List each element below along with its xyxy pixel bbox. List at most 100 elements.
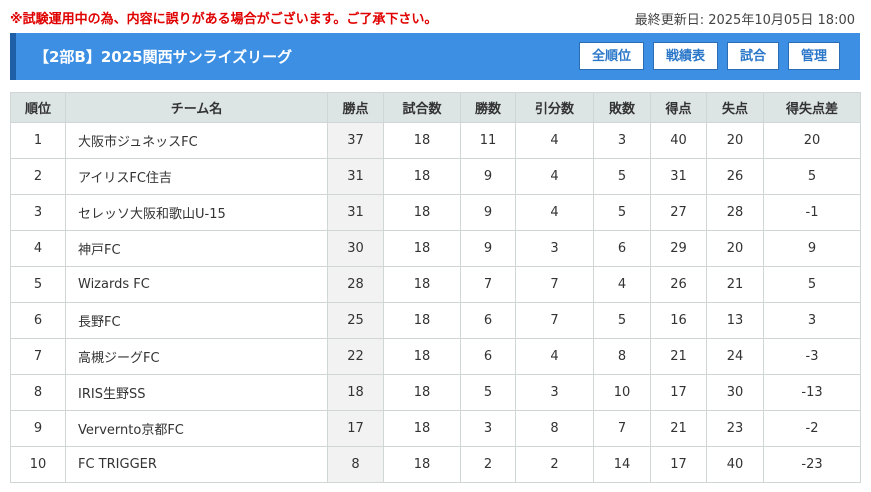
cell: 37 — [327, 122, 384, 159]
cell: 5 — [460, 374, 516, 411]
team-name: アイリスFC住吉 — [65, 158, 328, 195]
cell: 28 — [327, 266, 384, 303]
cell: 3 — [763, 302, 861, 339]
cell: 3 — [593, 122, 651, 159]
cell: 5 — [593, 302, 651, 339]
cell: 9 — [460, 230, 516, 267]
cell: 29 — [650, 230, 707, 267]
cell: 25 — [327, 302, 384, 339]
cell: 6 — [593, 230, 651, 267]
cell: 13 — [706, 302, 764, 339]
cell: 31 — [327, 194, 384, 231]
column-header: 勝数 — [460, 92, 516, 123]
cell: 9 — [460, 194, 516, 231]
cell: -23 — [763, 446, 861, 483]
table-row: 2 アイリスFC住吉 31 18 9 4 5 31 26 5 — [10, 158, 861, 195]
cell: 2 — [515, 446, 594, 483]
cell: 17 — [650, 374, 707, 411]
cell: 1 — [10, 122, 66, 159]
cell: 18 — [383, 338, 461, 375]
cell: 5 — [593, 194, 651, 231]
cell: 8 — [593, 338, 651, 375]
nav-button[interactable]: 戦績表 — [652, 42, 718, 70]
cell: 6 — [10, 302, 66, 339]
cell: 17 — [327, 410, 384, 447]
cell: 3 — [515, 230, 594, 267]
table-row: 4 神戸FC 30 18 9 3 6 29 20 9 — [10, 230, 861, 267]
cell: 9 — [763, 230, 861, 267]
cell: 21 — [706, 266, 764, 303]
column-header: 失点 — [706, 92, 764, 123]
cell: 21 — [650, 410, 707, 447]
team-name: IRIS生野SS — [65, 374, 328, 411]
button-group: 全順位 戦績表 試合 管理 — [578, 42, 840, 70]
cell: 18 — [383, 410, 461, 447]
team-name: 高槻ジーグFC — [65, 338, 328, 375]
cell: 10 — [10, 446, 66, 483]
table-row: 1 大阪市ジュネッスFC 37 18 11 4 3 40 20 20 — [10, 122, 861, 159]
cell: 20 — [706, 122, 764, 159]
cell: 4 — [10, 230, 66, 267]
nav-button[interactable]: 試合 — [726, 42, 779, 70]
cell: 2 — [10, 158, 66, 195]
cell: 4 — [593, 266, 651, 303]
cell: 7 — [10, 338, 66, 375]
cell: 7 — [515, 266, 594, 303]
updated: 最終更新日: 2025年10月05日 18:00 — [634, 13, 855, 28]
cell: 14 — [593, 446, 651, 483]
table-row: 8 IRIS生野SS 18 18 5 3 10 17 30 -13 — [10, 374, 861, 411]
column-header: 勝点 — [327, 92, 384, 123]
team-name: セレッソ大阪和歌山U-15 — [65, 194, 328, 231]
cell: 8 — [327, 446, 384, 483]
cell: 18 — [383, 230, 461, 267]
cell: 5 — [10, 266, 66, 303]
cell: 4 — [515, 194, 594, 231]
cell: 10 — [593, 374, 651, 411]
cell: 5 — [593, 158, 651, 195]
cell: 23 — [706, 410, 764, 447]
standings-table: 順位 チーム名 勝点 試合数 勝数 引分数 敗数 得点 失点 得失点差 1 大阪市ジュネッスFC 37… — [10, 92, 861, 483]
cell: -13 — [763, 374, 861, 411]
table-row: 5 Wizards FC 28 18 7 7 4 26 21 5 — [10, 266, 861, 303]
cell: 18 — [327, 374, 384, 411]
cell: 40 — [650, 122, 707, 159]
cell: 26 — [650, 266, 707, 303]
cell: 2 — [460, 446, 516, 483]
cell: 3 — [10, 194, 66, 231]
cell: 6 — [460, 302, 516, 339]
cell: 40 — [706, 446, 764, 483]
cell: 18 — [383, 446, 461, 483]
column-header: 得点 — [650, 92, 707, 123]
cell: 8 — [10, 374, 66, 411]
cell: 7 — [593, 410, 651, 447]
column-header: 試合数 — [383, 92, 461, 123]
cell: 26 — [706, 158, 764, 195]
banner: 【2部B】2025関西サンライズリーグ 全順位 戦績表 試合 管理 — [10, 33, 860, 80]
header-row: 順位 チーム名 勝点 試合数 勝数 引分数 敗数 得点 失点 得失点差 — [10, 92, 861, 123]
column-header: 順位 — [10, 92, 66, 123]
cell: 7 — [515, 302, 594, 339]
nav-button[interactable]: 全順位 — [578, 42, 644, 70]
column-header: チーム名 — [65, 92, 328, 123]
cell: 28 — [706, 194, 764, 231]
cell: 18 — [383, 302, 461, 339]
nav-button[interactable]: 管理 — [787, 42, 840, 70]
cell: 18 — [383, 374, 461, 411]
team-name: FC TRIGGER — [65, 446, 328, 483]
table-row: 7 高槻ジーグFC 22 18 6 4 8 21 24 -3 — [10, 338, 861, 375]
cell: 31 — [327, 158, 384, 195]
cell: 18 — [383, 158, 461, 195]
cell: 21 — [650, 338, 707, 375]
cell: 9 — [460, 158, 516, 195]
cell: 22 — [327, 338, 384, 375]
column-header: 引分数 — [515, 92, 594, 123]
cell: 11 — [460, 122, 516, 159]
table-row: 10 FC TRIGGER 8 18 2 2 14 17 40 -23 — [10, 446, 861, 483]
cell: 8 — [515, 410, 594, 447]
cell: -3 — [763, 338, 861, 375]
cell: 4 — [515, 122, 594, 159]
cell: 16 — [650, 302, 707, 339]
cell: 9 — [10, 410, 66, 447]
cell: 7 — [460, 266, 516, 303]
